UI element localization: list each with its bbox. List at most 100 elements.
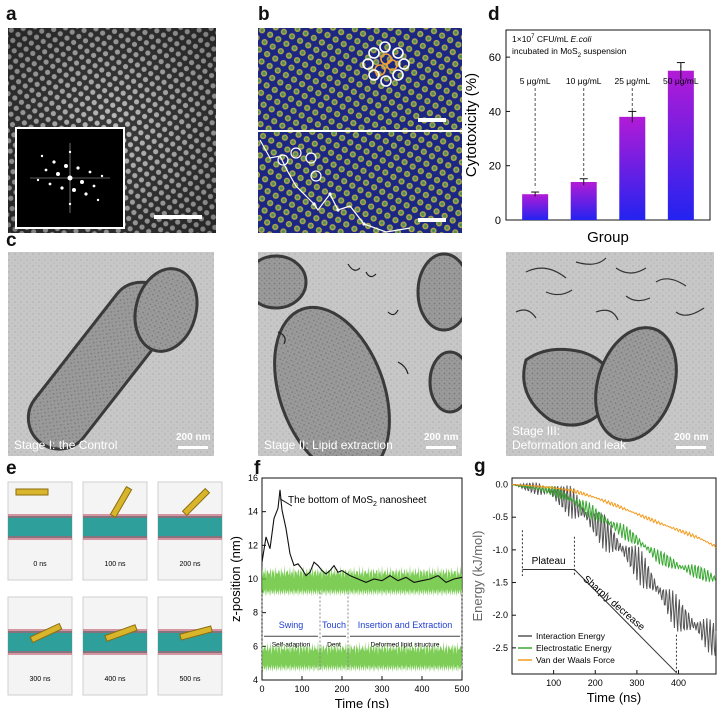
lipid-bilayer bbox=[83, 516, 147, 538]
lipid-headgroups-bottom bbox=[83, 536, 147, 540]
phase-sub: Self-adaption bbox=[272, 641, 311, 648]
time-label: 0 ns bbox=[33, 561, 47, 568]
y-tick-label: -0.5 bbox=[492, 512, 508, 522]
x-tick-label: 100 bbox=[294, 684, 309, 694]
y-axis-label: z-position (nm) bbox=[230, 536, 243, 622]
stage3-label-line2: Deformation and leak bbox=[512, 438, 627, 452]
x-tick-label: 100 bbox=[546, 678, 561, 688]
scale-bar-bottom bbox=[418, 218, 446, 222]
legend-label: Interaction Energy bbox=[536, 631, 606, 641]
panel-label-d: d bbox=[488, 4, 500, 25]
lipid-bilayer bbox=[8, 516, 72, 538]
lipid-headgroups-top bbox=[8, 514, 72, 518]
y-tick-label: 0.0 bbox=[495, 480, 508, 490]
time-label: 200 ns bbox=[179, 561, 201, 568]
x-tick-label: 300 bbox=[629, 678, 644, 688]
y-tick-label: 16 bbox=[248, 473, 258, 483]
x-tick-label: 200 bbox=[588, 678, 603, 688]
lipid-headgroups-bottom bbox=[158, 651, 222, 655]
y-tick-label: 6 bbox=[253, 641, 258, 651]
time-label: 500 ns bbox=[179, 676, 201, 683]
energy-chart: 0.0 -0.5 -1.0 -1.5 -2.0 -2.5 100 200 300 400 Plate… bbox=[472, 477, 717, 705]
mos2-nanosheet bbox=[15, 488, 49, 496]
lipid-bilayer bbox=[158, 631, 222, 653]
plateau-label: Plateau bbox=[532, 556, 566, 567]
x-tick-label: 0 bbox=[259, 684, 264, 694]
panel-label-f: f bbox=[254, 458, 261, 479]
bacteria-lipid-extraction-image bbox=[258, 252, 462, 456]
fft-inset bbox=[15, 127, 125, 229]
scale-label-3: 200 nm bbox=[674, 432, 709, 443]
y-tick-label: 10 bbox=[248, 574, 258, 584]
y-tick-label: 12 bbox=[248, 540, 258, 550]
x-tick-label: 400 bbox=[671, 678, 686, 688]
scale-bar-2 bbox=[426, 446, 456, 449]
y-tick-label: -2.5 bbox=[492, 643, 508, 653]
panel-label-e: e bbox=[6, 458, 17, 479]
md-snapshot: 400 ns bbox=[81, 593, 151, 701]
plot-frame bbox=[511, 477, 717, 675]
scale-bar-top bbox=[418, 118, 446, 122]
mos2-nanosheet bbox=[29, 622, 63, 644]
x-tick-label: 400 bbox=[414, 684, 429, 694]
time-label: 100 ns bbox=[104, 561, 126, 568]
md-snapshot: 300 ns bbox=[6, 593, 76, 701]
lipid-headgroups-top bbox=[83, 629, 147, 633]
lipid-headgroups-bottom bbox=[158, 536, 222, 540]
lipid-bilayer bbox=[83, 631, 147, 653]
annotation-line2: incubated in MoS2 suspension bbox=[512, 46, 627, 59]
annotation-line1: 1×107 CFU/mL E.coli bbox=[512, 34, 592, 44]
md-snapshot: 0 ns bbox=[6, 478, 76, 586]
lipid-headgroups-bottom bbox=[8, 536, 72, 540]
plot-frame bbox=[505, 29, 711, 221]
bar bbox=[522, 194, 549, 220]
energy-series bbox=[511, 484, 717, 583]
y-tick-label: -1.0 bbox=[492, 545, 508, 555]
mos2-nanosheet bbox=[104, 624, 138, 642]
bacteria-control-image bbox=[8, 252, 214, 456]
panel-label-g: g bbox=[474, 456, 486, 477]
y-tick-label: 0 bbox=[495, 215, 501, 227]
panel-label-c: c bbox=[6, 230, 17, 251]
bar bbox=[667, 70, 694, 220]
x-axis-label: Time (ns) bbox=[335, 696, 389, 708]
scale-label-2: 200 nm bbox=[424, 432, 459, 443]
lipid-headgroups-top bbox=[158, 514, 222, 518]
md-snapshot-render: 100 ns bbox=[82, 481, 148, 581]
x-tick-label: 500 bbox=[454, 684, 469, 694]
sharp-arrow bbox=[574, 569, 677, 674]
y-tick-label: 40 bbox=[489, 106, 501, 118]
phase-sub: Dent bbox=[327, 641, 341, 648]
time-label: 300 ns bbox=[29, 676, 51, 683]
md-snapshot-render: 500 ns bbox=[157, 596, 223, 696]
y-tick-label: -2.0 bbox=[492, 610, 508, 620]
sharp-label: Sharply decrease bbox=[581, 574, 647, 634]
md-snapshot-render: 300 ns bbox=[7, 596, 73, 696]
bacteria-deformation-image bbox=[506, 252, 714, 456]
md-snapshot-render: 400 ns bbox=[82, 596, 148, 696]
y-axis-label: Energy (kJ/mol) bbox=[472, 530, 485, 621]
time-label: 400 ns bbox=[104, 676, 126, 683]
phase-name: Insertion and Extraction bbox=[358, 620, 453, 630]
phase-name: Touch bbox=[322, 620, 346, 630]
energy-series bbox=[511, 484, 717, 549]
nanosheet-bottom-line bbox=[261, 489, 463, 584]
category-label: 10 μg/mL bbox=[566, 76, 602, 86]
y-axis-label: Cytotoxicity (%) bbox=[463, 73, 480, 177]
md-snapshot-render: 200 ns bbox=[157, 481, 223, 581]
scale-bar-1 bbox=[178, 446, 208, 449]
lipid-headgroups-bottom bbox=[8, 651, 72, 655]
scale-label-1: 200 nm bbox=[176, 432, 211, 443]
panel-label-a: a bbox=[6, 4, 17, 25]
y-tick-label: 4 bbox=[253, 675, 258, 685]
md-snapshots: 0 ns 100 ns 200 ns 300 ns 400 ns 500 ns bbox=[6, 478, 232, 706]
md-snapshot: 500 ns bbox=[156, 593, 226, 701]
mos2-nanosheet bbox=[181, 487, 211, 517]
bar bbox=[570, 182, 597, 220]
stage1-label: Stage I: the Control bbox=[14, 438, 118, 452]
colored-lattice-image bbox=[258, 28, 462, 233]
tem-stage2-image: Stage II: Lipid extraction 200 nm bbox=[258, 252, 462, 456]
annotation-arrow bbox=[279, 498, 293, 507]
hexagon-marker-circles bbox=[362, 41, 410, 87]
panel-b-atomic-image bbox=[258, 28, 462, 233]
